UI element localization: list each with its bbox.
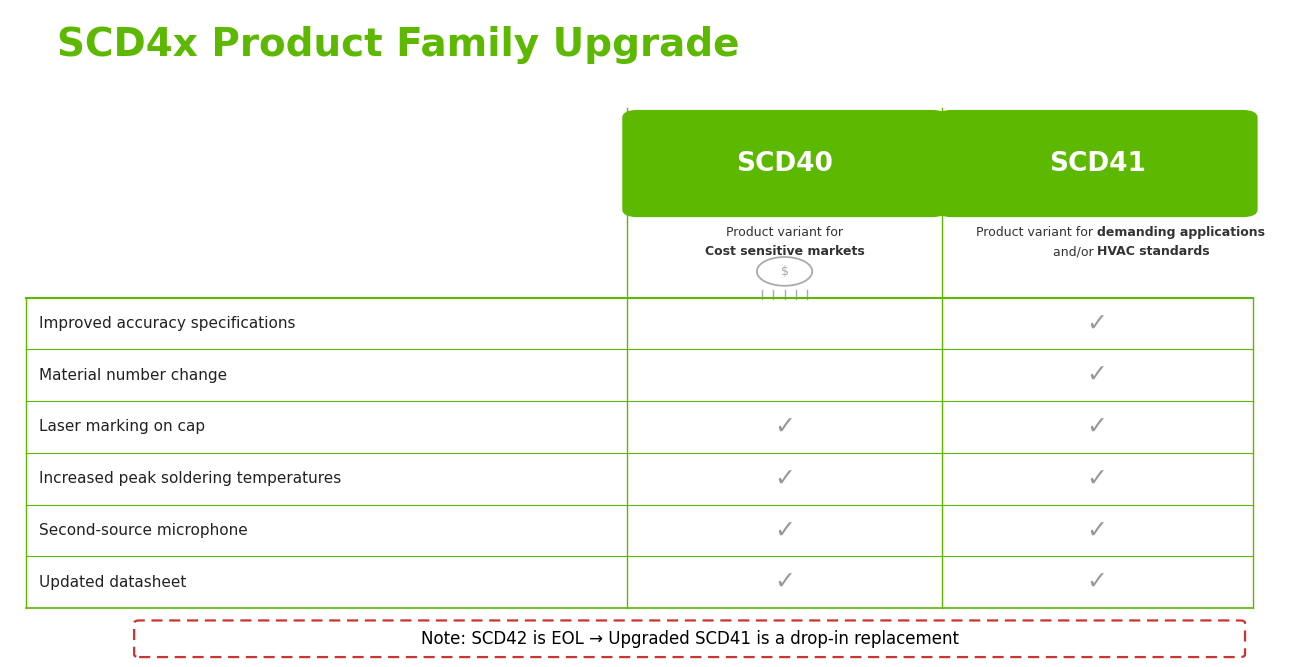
Text: ✓: ✓ [1087, 311, 1108, 336]
Text: Improved accuracy specifications: Improved accuracy specifications [39, 316, 294, 331]
FancyBboxPatch shape [134, 620, 1245, 657]
Text: ✓: ✓ [1087, 570, 1108, 594]
Text: Updated datasheet: Updated datasheet [39, 575, 185, 590]
Text: HVAC standards: HVAC standards [1097, 245, 1210, 258]
Text: ✓: ✓ [774, 518, 795, 542]
Text: Second-source microphone: Second-source microphone [39, 523, 248, 538]
Text: SCD41: SCD41 [1049, 151, 1145, 177]
Text: ✓: ✓ [1087, 415, 1108, 439]
Text: Material number change: Material number change [39, 368, 227, 383]
Text: Note: SCD42 is EOL → Upgraded SCD41 is a drop-in replacement: Note: SCD42 is EOL → Upgraded SCD41 is a… [420, 630, 958, 648]
Text: Increased peak soldering temperatures: Increased peak soldering temperatures [39, 471, 341, 486]
Text: ✓: ✓ [1087, 518, 1108, 542]
Text: demanding applications: demanding applications [1097, 225, 1265, 239]
Text: Product variant for: Product variant for [726, 225, 843, 239]
Text: SCD40: SCD40 [737, 151, 833, 177]
FancyBboxPatch shape [936, 110, 1258, 217]
Text: $: $ [781, 265, 789, 278]
FancyBboxPatch shape [623, 110, 947, 217]
Text: ✓: ✓ [1087, 467, 1108, 491]
Text: ✓: ✓ [774, 570, 795, 594]
Text: Cost sensitive markets: Cost sensitive markets [704, 245, 864, 258]
Text: SCD4x Product Family Upgrade: SCD4x Product Family Upgrade [57, 26, 739, 64]
Text: and/or: and/or [1053, 245, 1097, 258]
Text: ✓: ✓ [774, 467, 795, 491]
Text: ✓: ✓ [1087, 363, 1108, 387]
Text: Product variant for: Product variant for [977, 225, 1097, 239]
Text: ✓: ✓ [774, 415, 795, 439]
Text: Laser marking on cap: Laser marking on cap [39, 420, 205, 434]
